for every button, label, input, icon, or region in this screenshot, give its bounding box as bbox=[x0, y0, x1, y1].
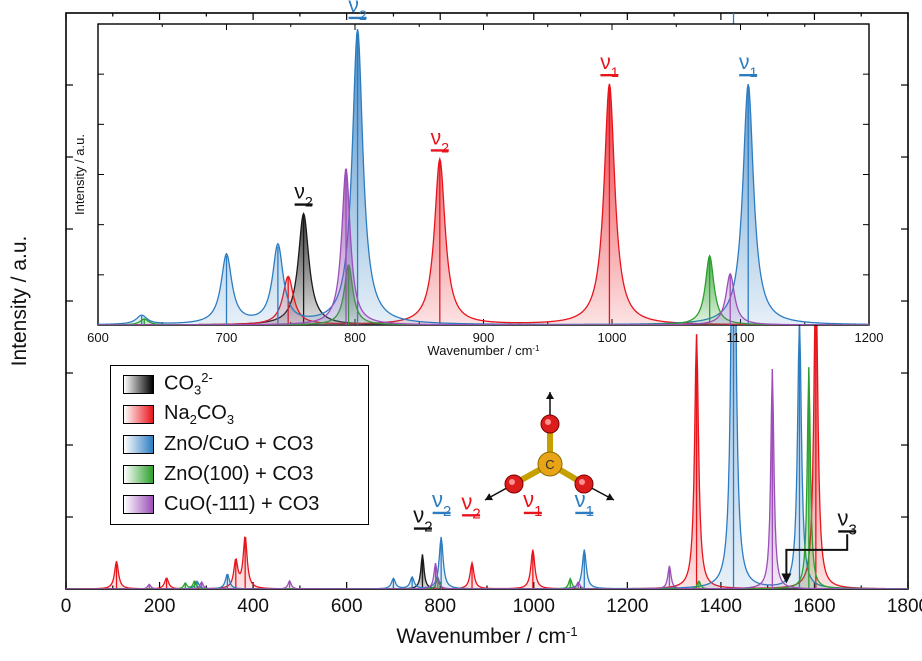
main-series-line-cuo-111-co3 bbox=[66, 368, 908, 589]
inset-x-tick-label: 600 bbox=[87, 330, 109, 345]
main-x-tick-label: 1600 bbox=[793, 596, 835, 617]
main-x-tick-label: 0 bbox=[61, 596, 72, 617]
carbon-atom-label: C bbox=[545, 457, 554, 472]
main-series-area-na2co3 bbox=[66, 275, 908, 589]
main-peak-label-black: ν2 bbox=[413, 503, 432, 536]
main-x-axis-label: Wavenumber / cm-1 bbox=[396, 624, 577, 649]
main-x-tick-label: 800 bbox=[424, 596, 456, 617]
inset-series bbox=[98, 29, 869, 325]
inset-annotations: ν2 ν2 ν2 ν1 ν1 bbox=[294, 0, 757, 211]
inset-peak-label-text: ν2 bbox=[431, 126, 450, 156]
inset-peak-label-blue: ν2 bbox=[348, 0, 367, 24]
legend-swatch-na2co3 bbox=[123, 404, 154, 424]
main-peak-label-text: ν2 bbox=[432, 487, 451, 520]
inset-peak-label-red: ν2 bbox=[431, 126, 450, 156]
legend-label-co3: CO32- bbox=[164, 370, 213, 398]
legend-item-znocuo: ZnO/CuO + CO3 bbox=[123, 429, 368, 459]
main-peak-label-blue: ν2 bbox=[432, 487, 451, 520]
main-x-tick-label: 400 bbox=[237, 596, 269, 617]
inset-peak-label-black: ν2 bbox=[294, 181, 313, 211]
molecule-vibration-arrowhead bbox=[605, 493, 614, 501]
oxygen-atom-highlight bbox=[509, 479, 515, 485]
molecule-vibration-arrowhead bbox=[546, 392, 554, 399]
inset-peak-label-text: ν1 bbox=[739, 51, 758, 81]
v3-black-arrowhead bbox=[781, 573, 792, 584]
main-peak-label-red: ν1 bbox=[523, 487, 542, 520]
legend-swatch-cuo111 bbox=[123, 494, 154, 514]
main-x-tick-label: 1400 bbox=[700, 596, 742, 617]
main-x-tick-label: 600 bbox=[331, 596, 363, 617]
inset-peak-label-text: ν2 bbox=[294, 181, 313, 211]
legend-item-zno100: ZnO(100) + CO3 bbox=[123, 459, 368, 489]
carbon-atom bbox=[537, 451, 563, 477]
legend-label-zno100: ZnO(100) + CO3 bbox=[164, 462, 314, 485]
legend-item-co3: CO32- bbox=[123, 369, 368, 399]
legend: CO32- Na2CO3 ZnO/CuO + CO3 ZnO(100) + CO… bbox=[110, 365, 369, 525]
main-y-axis-label: Intensity / a.u. bbox=[8, 236, 31, 367]
main-peak-label-text: ν1 bbox=[523, 487, 542, 520]
legend-label-znocuo: ZnO/CuO + CO3 bbox=[164, 432, 314, 455]
main-axes: 0 200 400 600 800 1000 1200 1400 1600 1800 Wavenum… bbox=[8, 12, 922, 649]
main-x-tick-label: 200 bbox=[144, 596, 176, 617]
inset-x-axis-label: Wavenumber / cm-1 bbox=[427, 343, 540, 358]
inset-peak-label-blue: ν1 bbox=[739, 51, 758, 81]
legend-swatch-zno100 bbox=[123, 464, 154, 484]
inset-x-tick-label: 900 bbox=[473, 330, 495, 345]
main-series bbox=[66, 13, 908, 589]
inset-y-axis-label: Intensity / a.u. bbox=[72, 134, 87, 215]
main-peak-label-text: ν2 bbox=[461, 489, 480, 521]
main-x-tick-label: 1000 bbox=[513, 596, 555, 617]
main-peak-label-black: ν3 bbox=[838, 505, 857, 538]
inset-x-tick-label: 800 bbox=[344, 330, 366, 345]
inset-x-tick-label: 1000 bbox=[598, 330, 627, 345]
legend-item-cuo111: CuO(-111) + CO3 bbox=[123, 489, 368, 519]
inset-chart: 600 700 800 900 1000 1100 1200 Wavenumber / cm-… bbox=[72, 0, 883, 358]
inset-x-tick-label: 1200 bbox=[855, 330, 884, 345]
legend-item-na2co3: Na2CO3 bbox=[123, 399, 368, 429]
inset-x-tick-label: 1100 bbox=[727, 330, 755, 345]
molecule-vibration-arrowhead bbox=[485, 493, 494, 501]
legend-swatch-znocuo bbox=[123, 434, 154, 454]
legend-swatch-co3 bbox=[123, 374, 154, 394]
main-x-tick-label: 1800 bbox=[887, 596, 922, 617]
legend-label-na2co3: Na2CO3 bbox=[164, 401, 235, 427]
inset-series-line-cuo-111-co3 bbox=[98, 168, 869, 325]
oxygen-atom-highlight bbox=[545, 419, 551, 425]
v3-black-arrow bbox=[785, 534, 849, 578]
carbonate-molecule-graphic: C bbox=[484, 392, 615, 501]
inset-peak-label-text: ν2 bbox=[348, 0, 367, 24]
legend-label-cuo111: CuO(-111) + CO3 bbox=[164, 492, 320, 515]
inset-x-tick-label: 700 bbox=[216, 330, 238, 345]
main-peak-label-text: ν3 bbox=[838, 505, 857, 538]
inset-peak-label-red: ν1 bbox=[600, 51, 619, 81]
main-peak-label-blue: ν1 bbox=[575, 487, 594, 520]
main-peak-label-text: ν2 bbox=[413, 503, 432, 536]
main-peak-label-text: ν1 bbox=[575, 487, 594, 520]
inset-series-line-zno-cuo-co3 bbox=[98, 29, 869, 325]
oxygen-atom-highlight bbox=[579, 479, 585, 485]
inset-peak-label-text: ν1 bbox=[600, 51, 619, 81]
main-peak-label-red: ν2 bbox=[461, 489, 480, 521]
main-x-tick-label: 1200 bbox=[606, 596, 648, 617]
